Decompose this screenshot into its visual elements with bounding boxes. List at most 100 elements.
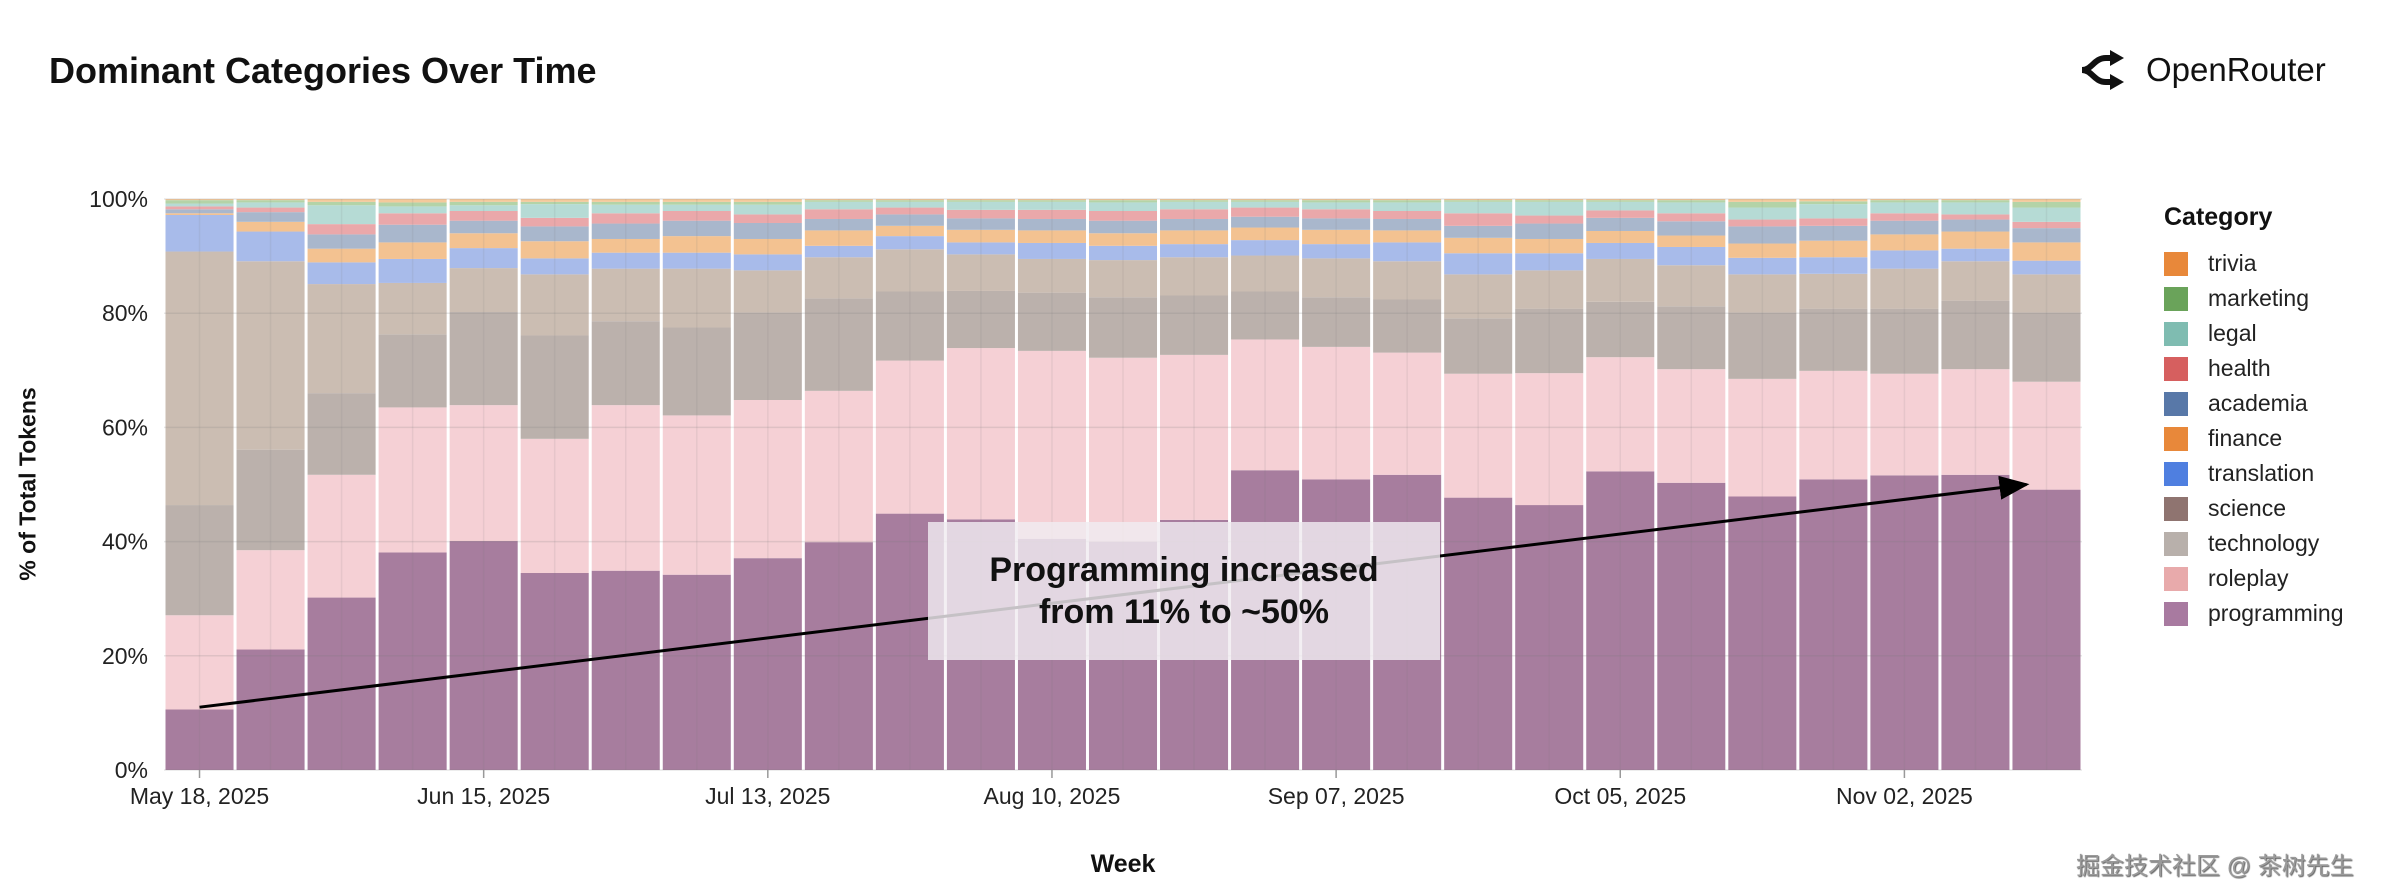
- bar-segment-finance: [804, 230, 873, 246]
- bar-segment-finance: [591, 238, 660, 253]
- bar-segment-science: [236, 261, 305, 450]
- bar-segment-legal: [1586, 201, 1655, 211]
- legend-label: legal: [2208, 320, 2257, 346]
- bar-segment-roleplay: [1799, 370, 1868, 480]
- legend-swatch: [2164, 321, 2188, 346]
- bar-segment-health: [1160, 209, 1229, 219]
- bar-segment-health: [946, 209, 1015, 219]
- bar-segment-health: [449, 210, 518, 221]
- legend-item-legal[interactable]: legal: [2164, 316, 2344, 351]
- bar-segment-finance: [378, 242, 447, 259]
- bar-segment-science: [1373, 261, 1442, 300]
- legend-label: technology: [2208, 530, 2320, 556]
- bar-segment-academia: [804, 218, 873, 231]
- bar-segment-finance: [1799, 240, 1868, 258]
- bar-segment-technology: [1017, 292, 1086, 351]
- bar-segment-programming: [591, 570, 660, 770]
- bar-segment-technology: [1160, 295, 1229, 355]
- legend-item-translation[interactable]: translation: [2164, 456, 2344, 491]
- brand[interactable]: OpenRouter: [2078, 50, 2326, 90]
- legend-item-trivia[interactable]: trivia: [2164, 246, 2344, 281]
- bar-segment-trivia: [1088, 199, 1158, 201]
- bar-segment-legal: [875, 201, 944, 208]
- legend-label: science: [2208, 495, 2286, 521]
- bar-segment-technology: [1444, 318, 1513, 374]
- bar-segment-health: [1657, 213, 1726, 222]
- bar-segment-science: [165, 251, 234, 506]
- legend-label: academia: [2208, 390, 2308, 416]
- bar-segment-technology: [449, 312, 518, 406]
- bar-segment-marketing: [1941, 200, 2010, 203]
- bar-segment-science: [1444, 274, 1513, 319]
- bar-segment-roleplay: [520, 438, 589, 574]
- bar-segment-technology: [1586, 301, 1655, 358]
- bar-segment-academia: [236, 212, 305, 222]
- legend-item-roleplay[interactable]: roleplay: [2164, 561, 2344, 596]
- bar-segment-academia: [1373, 218, 1442, 231]
- bar-segment-programming: [1870, 475, 1939, 770]
- bar-segment-programming: [1941, 474, 2010, 770]
- bar-segment-programming: [1728, 496, 1797, 770]
- bar-segment-roleplay: [1941, 369, 2010, 475]
- bar-segment-science: [1160, 257, 1229, 296]
- bar-segment-legal: [733, 204, 802, 215]
- bar-segment-legal: [1799, 204, 1868, 219]
- bar-segment-trivia: [1302, 199, 1371, 201]
- bar-segment-legal: [520, 204, 589, 218]
- bar-segment-academia: [1444, 225, 1513, 238]
- bar-segment-finance: [1302, 229, 1371, 245]
- openrouter-logo-icon: [2081, 50, 2124, 90]
- bar-segment-academia: [946, 218, 1015, 230]
- bar-segment-academia: [1799, 225, 1868, 241]
- bar-segment-legal: [1728, 207, 1797, 220]
- bar-segment-finance: [1373, 230, 1442, 243]
- bar-segment-finance: [520, 241, 589, 259]
- bar-segment-marketing: [591, 201, 660, 205]
- bar-segment-trivia: [1799, 199, 1868, 202]
- legend-item-academia[interactable]: academia: [2164, 386, 2344, 421]
- bar-segment-marketing: [1515, 200, 1584, 202]
- legend-swatch: [2164, 391, 2188, 416]
- bar-segment-science: [1799, 273, 1868, 309]
- bar-segment-marketing: [662, 201, 731, 205]
- bar-segment-legal: [946, 201, 1015, 210]
- legend-item-health[interactable]: health: [2164, 351, 2344, 386]
- bar-segment-programming: [662, 574, 731, 770]
- x-tick-label: Jul 13, 2025: [705, 783, 830, 809]
- bar-segment-technology: [520, 335, 589, 439]
- bar-segment-technology: [733, 312, 802, 400]
- bar-segment-roleplay: [1444, 373, 1513, 498]
- bar-segment-health: [1088, 210, 1158, 221]
- bar-segment-marketing: [1017, 200, 1086, 202]
- legend-item-programming[interactable]: programming: [2164, 596, 2344, 631]
- bar-segment-translation: [946, 242, 1015, 255]
- bar-segment-marketing: [1586, 200, 1655, 202]
- bar-segment-marketing: [1444, 200, 1513, 202]
- legend-item-science[interactable]: science: [2164, 491, 2344, 526]
- bar-segment-trivia: [307, 199, 376, 202]
- bar-segment-science: [875, 249, 944, 292]
- bar-segment-programming: [165, 709, 234, 770]
- bar-segment-finance: [165, 213, 234, 215]
- legend-title: Category: [2164, 203, 2273, 231]
- bar-segment-science: [1515, 270, 1584, 309]
- y-tick-label: 100%: [89, 186, 148, 212]
- bar-segment-legal: [1515, 201, 1584, 216]
- bar-segment-technology: [2012, 312, 2081, 382]
- bar-segment-science: [1231, 255, 1300, 292]
- bar-segment-science: [1586, 258, 1655, 302]
- legend-swatch: [2164, 601, 2188, 626]
- legend-swatch: [2164, 496, 2188, 521]
- bar-segment-legal: [1373, 202, 1442, 211]
- bar-segment-finance: [1160, 230, 1229, 245]
- legend-item-finance[interactable]: finance: [2164, 421, 2344, 456]
- legend-item-technology[interactable]: technology: [2164, 526, 2344, 561]
- bar-segment-technology: [591, 321, 660, 406]
- legend-item-marketing[interactable]: marketing: [2164, 281, 2344, 316]
- bar-segment-technology: [1870, 308, 1939, 374]
- bar-segment-finance: [1870, 234, 1939, 251]
- bar-segment-academia: [1515, 223, 1584, 239]
- bar-segment-legal: [1302, 202, 1371, 210]
- bar-segment-roleplay: [733, 399, 802, 559]
